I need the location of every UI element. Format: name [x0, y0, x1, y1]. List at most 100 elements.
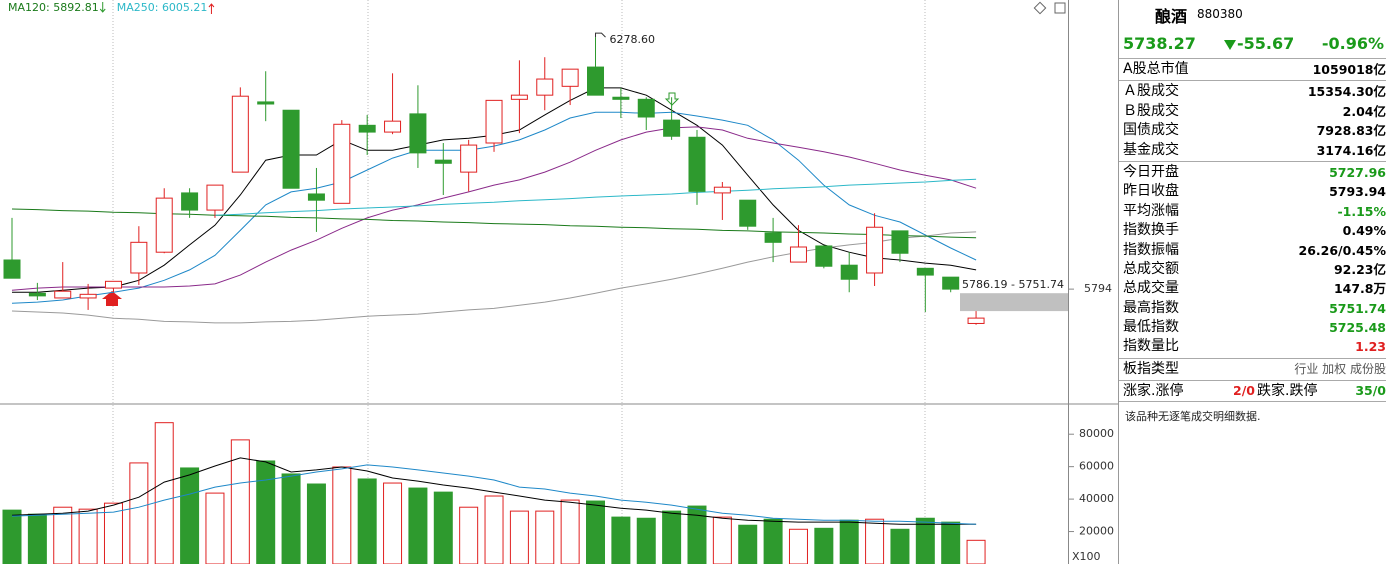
stats-label: 最低指数 — [1123, 319, 1179, 336]
candle-body — [333, 123, 351, 204]
index-code: 880380 — [1197, 7, 1243, 21]
stats-row: 总成交量 147.8万 — [1119, 279, 1386, 298]
candle-body — [587, 66, 605, 96]
candle-body — [384, 120, 402, 133]
diamond-button[interactable] — [1033, 1, 1047, 15]
window-button[interactable] — [1054, 2, 1066, 14]
candle-body — [561, 68, 579, 87]
y-tick-label: 80000 — [1079, 427, 1114, 440]
candle-body — [181, 192, 199, 211]
stats-row: 总成交额 92.23亿 — [1119, 260, 1386, 279]
volume-bar — [814, 527, 834, 564]
volume-bar — [383, 482, 403, 564]
stats-label: 平均涨幅 — [1123, 202, 1179, 219]
y-tick-label: 40000 — [1079, 492, 1114, 505]
candle-body — [739, 199, 757, 227]
candle-body — [688, 136, 706, 192]
volume-bar — [560, 499, 580, 564]
stats-label: 基金成交 — [1123, 141, 1179, 158]
candle-body — [282, 109, 300, 189]
stats-row: A股总市值 1059018亿 — [1119, 60, 1386, 79]
volume-bar — [662, 510, 682, 564]
stats-row: 昨日收盘 5793.94 — [1119, 182, 1386, 201]
index-name: 酿酒 — [1155, 7, 1188, 26]
stats-value: 2.04亿 — [1342, 103, 1386, 119]
candle-body — [409, 113, 427, 154]
candle-body — [789, 246, 807, 263]
info-panel: 酿酒 880380 5738.27 -55.67 -0.96% A股总市值 1059018亿… — [1118, 0, 1386, 564]
stats-value: 5725.48 — [1329, 320, 1386, 336]
change: -55.67 — [1237, 34, 1295, 53]
volume-average — [11, 457, 977, 525]
stats-value: 行业 加权 成份股 — [1294, 361, 1386, 376]
candle-body — [28, 292, 46, 297]
chart: 5794 5786.19 - 5751.74 6278.60 MA120: 5892.… — [0, 0, 1118, 564]
volume-bar — [763, 518, 783, 564]
volume-bar — [357, 478, 377, 564]
volume-bar — [281, 473, 301, 564]
volume-bar — [230, 439, 250, 564]
stats-label: 指数量比 — [1123, 338, 1179, 355]
high-label: 6278.60 — [610, 33, 656, 46]
gap-label: 5786.19 - 5751.74 — [962, 278, 1064, 291]
stats-row: 板指类型 行业 加权 成份股 — [1119, 360, 1386, 379]
volume-bar — [408, 487, 428, 564]
candle-body — [485, 99, 503, 144]
volume-bar — [256, 460, 276, 564]
volume-bar — [27, 513, 47, 564]
volume-bar — [636, 517, 656, 564]
candle-body — [663, 119, 681, 137]
volume-bar — [788, 528, 808, 564]
candle-body — [155, 197, 173, 253]
stats-value: -1.15% — [1337, 203, 1386, 219]
legend-text: 5892.81 — [53, 1, 99, 14]
volume-bar — [103, 502, 123, 564]
candle-body — [79, 293, 97, 299]
high-marker — [595, 32, 606, 38]
stats-label: Ｂ股成交 — [1123, 102, 1179, 119]
candle-body — [967, 317, 985, 324]
candle-body — [3, 259, 21, 279]
volume-bar — [966, 539, 986, 564]
stats-row: 国债成交 7928.83亿 — [1119, 121, 1386, 140]
candle-body — [104, 280, 122, 289]
candle-body — [637, 98, 655, 118]
stats-row: 平均涨幅 -1.15% — [1119, 202, 1386, 221]
candle-body — [257, 101, 275, 105]
candle-body — [206, 184, 224, 211]
stats-label: 指数换手 — [1123, 222, 1179, 239]
stats-value: 1059018亿 — [1312, 62, 1386, 77]
stats-row: 指数量比 1.23 — [1119, 337, 1386, 356]
legend-text: : — [46, 1, 53, 14]
stats-value: 147.8万 — [1333, 281, 1386, 297]
volume-bar — [433, 491, 453, 564]
volume-bar — [839, 519, 859, 564]
price: 5738.27 — [1123, 34, 1196, 53]
volume-bar — [2, 509, 22, 564]
legend-entry: MA120: 5892.81 — [8, 1, 99, 14]
breadth-up-label: 涨家.涨停 — [1123, 383, 1184, 400]
stats-value: 92.23亿 — [1333, 261, 1386, 277]
legend-text: : — [155, 1, 162, 14]
y-tick-label: 20000 — [1079, 525, 1114, 538]
legend-text: 6005.21 — [162, 1, 208, 14]
volume-bar — [129, 462, 149, 564]
stats-label: 指数振幅 — [1123, 241, 1179, 258]
breadth-down-label: 跌家.跌停 — [1257, 383, 1318, 400]
stats-label: 最高指数 — [1123, 299, 1179, 316]
candle-body — [866, 226, 884, 274]
stats-group: A股总市值 1059018亿 — [1119, 58, 1386, 80]
volume-average — [11, 464, 977, 525]
stats-row: 基金成交 3174.16亿 — [1119, 141, 1386, 160]
breadth-up: 2/0 — [1233, 383, 1255, 399]
y-tick-label: 5794 — [1084, 282, 1112, 295]
candle-body — [510, 94, 528, 100]
volume-bar — [459, 506, 479, 564]
title-row: 酿酒 880380 — [1119, 0, 1386, 30]
volume-bar — [915, 517, 935, 564]
stats-value: 5751.74 — [1329, 300, 1386, 316]
legend-arrow — [208, 3, 215, 14]
stats-label: 总成交额 — [1123, 260, 1179, 277]
volume-bar — [205, 492, 225, 564]
unit-label: X100 — [1072, 550, 1101, 563]
